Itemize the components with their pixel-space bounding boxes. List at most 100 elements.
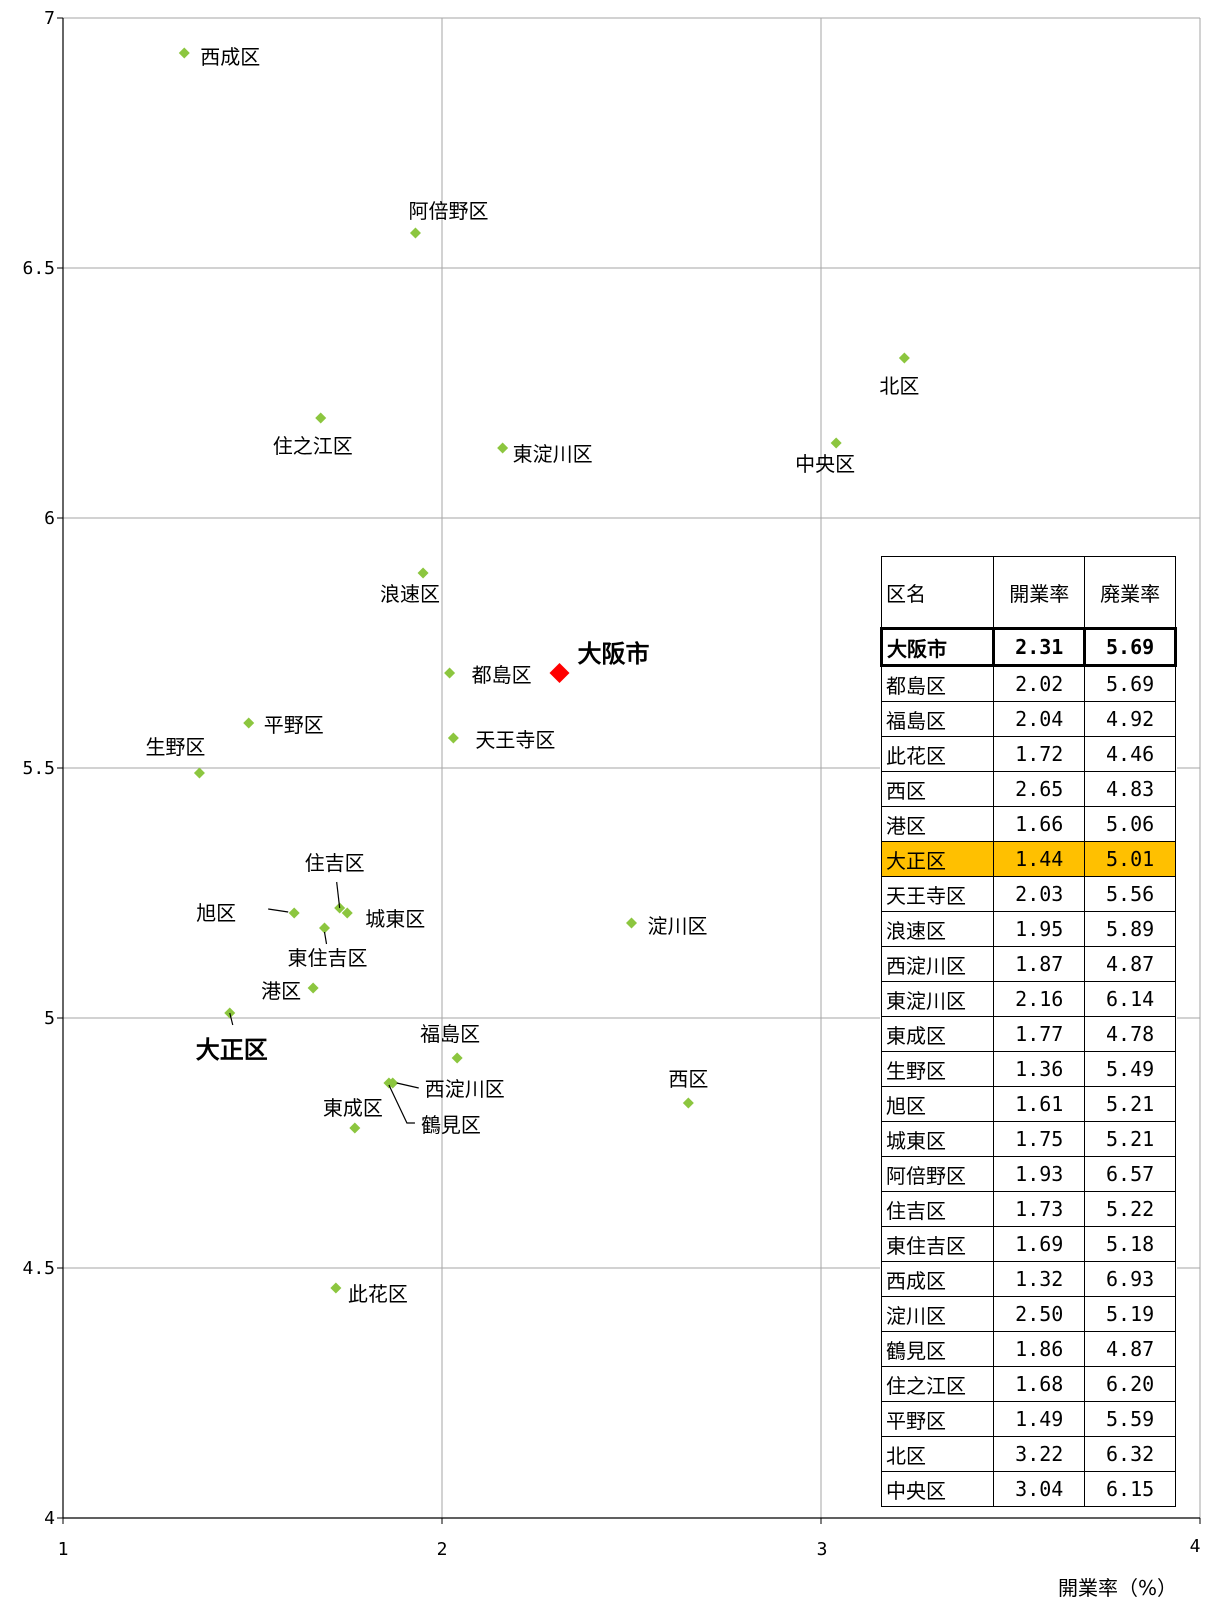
x-tick-label: 4 bbox=[1190, 1536, 1201, 1557]
table-cell: 4.83 bbox=[1084, 771, 1176, 807]
point-label: 浪速区 bbox=[380, 582, 440, 606]
leader-line bbox=[323, 931, 328, 945]
table-cell: 2.50 bbox=[993, 1296, 1086, 1332]
point-label: 福島区 bbox=[420, 1022, 480, 1046]
table-cell: 1.66 bbox=[993, 806, 1086, 842]
data-point bbox=[243, 717, 255, 729]
y-tick-label: 6.5 bbox=[22, 258, 55, 279]
table-cell: 1.69 bbox=[993, 1226, 1086, 1262]
table-row: 東成区 1.77 4.78 bbox=[880, 1016, 1176, 1052]
table-row: 住吉区 1.73 5.22 bbox=[880, 1191, 1176, 1227]
table-cell: 1.61 bbox=[993, 1086, 1086, 1122]
table-cell: 4.46 bbox=[1084, 736, 1176, 772]
y-tick-label: 5 bbox=[44, 1008, 55, 1029]
leader-line bbox=[396, 1082, 419, 1089]
table-cell: 1.75 bbox=[993, 1121, 1086, 1157]
table-cell: 北区 bbox=[880, 1436, 995, 1472]
table-row: 生野区 1.36 5.49 bbox=[880, 1051, 1176, 1087]
table-cell: 5.21 bbox=[1084, 1121, 1176, 1157]
table-cell: 福島区 bbox=[880, 701, 995, 737]
point-label: 西淀川区 bbox=[425, 1077, 505, 1101]
table-cell: 6.93 bbox=[1084, 1261, 1176, 1297]
table-cell: 5.56 bbox=[1084, 876, 1176, 912]
data-point bbox=[898, 352, 910, 364]
table-cell: 西淀川区 bbox=[880, 946, 995, 982]
data-point bbox=[682, 1097, 694, 1109]
y-tick-label: 6 bbox=[44, 508, 55, 529]
point-label: 住之江区 bbox=[273, 434, 353, 458]
table-cell: 5.06 bbox=[1084, 806, 1176, 842]
y-tick-label: 4.5 bbox=[22, 1258, 55, 1279]
table-header-cell: 開業率 bbox=[993, 556, 1086, 629]
point-label: 此花区 bbox=[348, 1282, 408, 1306]
point-label: 住吉区 bbox=[305, 851, 365, 875]
data-point bbox=[417, 567, 429, 579]
table-cell: 2.03 bbox=[993, 876, 1086, 912]
table-cell: 大阪市 bbox=[879, 627, 996, 667]
table-row: 旭区 1.61 5.21 bbox=[880, 1086, 1176, 1122]
table-cell: 5.59 bbox=[1084, 1401, 1176, 1437]
table-row: 港区 1.66 5.06 bbox=[880, 806, 1176, 842]
data-point bbox=[193, 767, 205, 779]
table-row: 浪速区 1.95 5.89 bbox=[880, 911, 1176, 947]
data-point bbox=[341, 907, 353, 919]
table-row: 城東区 1.75 5.21 bbox=[880, 1121, 1176, 1157]
table-cell: 4.78 bbox=[1084, 1016, 1176, 1052]
table-cell: 此花区 bbox=[880, 736, 995, 772]
table-row: 東住吉区 1.69 5.18 bbox=[880, 1226, 1176, 1262]
table-cell: 1.44 bbox=[993, 841, 1086, 877]
table-cell: 5.22 bbox=[1084, 1191, 1176, 1227]
x-tick-label: 1 bbox=[58, 1539, 69, 1560]
data-point bbox=[307, 982, 319, 994]
table-cell: 大正区 bbox=[880, 841, 995, 877]
table-cell: 5.18 bbox=[1084, 1226, 1176, 1262]
data-point bbox=[349, 1122, 361, 1134]
table-cell: 5.21 bbox=[1084, 1086, 1176, 1122]
table-row: 都島区 2.02 5.69 bbox=[880, 665, 1176, 702]
table-cell: 鶴見区 bbox=[880, 1331, 995, 1367]
point-label: 西区 bbox=[668, 1067, 708, 1091]
x-tick-label: 2 bbox=[437, 1539, 448, 1560]
table-cell: 4.87 bbox=[1084, 1331, 1176, 1367]
point-label: 阿倍野区 bbox=[408, 199, 488, 223]
point-label: 平野区 bbox=[264, 713, 324, 737]
data-point bbox=[315, 412, 327, 424]
data-table: 区名 開業率 廃業率 大阪市 2.31 5.69 都島区 2.02 5.69 福島区 2.04 4.… bbox=[879, 556, 1177, 1507]
table-cell: 1.95 bbox=[993, 911, 1086, 947]
table-cell: 1.68 bbox=[993, 1366, 1086, 1402]
table-cell: 4.92 bbox=[1084, 701, 1176, 737]
table-row: 福島区 2.04 4.92 bbox=[880, 701, 1176, 737]
x-axis-title: 開業率（%） bbox=[1058, 1576, 1178, 1600]
table-cell: 3.04 bbox=[993, 1471, 1086, 1507]
table-row: 鶴見区 1.86 4.87 bbox=[880, 1331, 1176, 1367]
table-row: 大正区 1.44 5.01 bbox=[880, 841, 1176, 877]
table-cell: 5.89 bbox=[1084, 911, 1176, 947]
table-cell: 1.93 bbox=[993, 1156, 1086, 1192]
data-point bbox=[330, 1282, 342, 1294]
table-header-cell: 区名 bbox=[880, 556, 995, 629]
table-cell: 1.73 bbox=[993, 1191, 1086, 1227]
table-cell: 2.04 bbox=[993, 701, 1086, 737]
data-point bbox=[383, 1077, 395, 1089]
data-point bbox=[549, 663, 570, 683]
point-label: 東住吉区 bbox=[288, 946, 368, 970]
table-cell: 5.19 bbox=[1084, 1296, 1176, 1332]
leader-line bbox=[336, 881, 341, 909]
table-cell: 5.69 bbox=[1083, 627, 1177, 667]
leader-line bbox=[268, 908, 289, 913]
table-cell: 港区 bbox=[880, 806, 995, 842]
point-label: 中央区 bbox=[795, 452, 855, 476]
table-cell: 6.20 bbox=[1084, 1366, 1176, 1402]
table-cell: 2.31 bbox=[992, 627, 1087, 667]
table-row: 中央区 3.04 6.15 bbox=[880, 1471, 1176, 1507]
table-cell: 1.36 bbox=[993, 1051, 1086, 1087]
table-cell: 住之江区 bbox=[880, 1366, 995, 1402]
table-cell: 阿倍野区 bbox=[880, 1156, 995, 1192]
table-cell: 中央区 bbox=[880, 1471, 995, 1507]
table-cell: 1.87 bbox=[993, 946, 1086, 982]
point-label: 城東区 bbox=[365, 907, 425, 931]
table-cell: 3.22 bbox=[993, 1436, 1086, 1472]
point-label: 淀川区 bbox=[648, 914, 708, 938]
x-tick-label: 3 bbox=[817, 1539, 828, 1560]
point-label: 大正区 bbox=[196, 1036, 268, 1064]
